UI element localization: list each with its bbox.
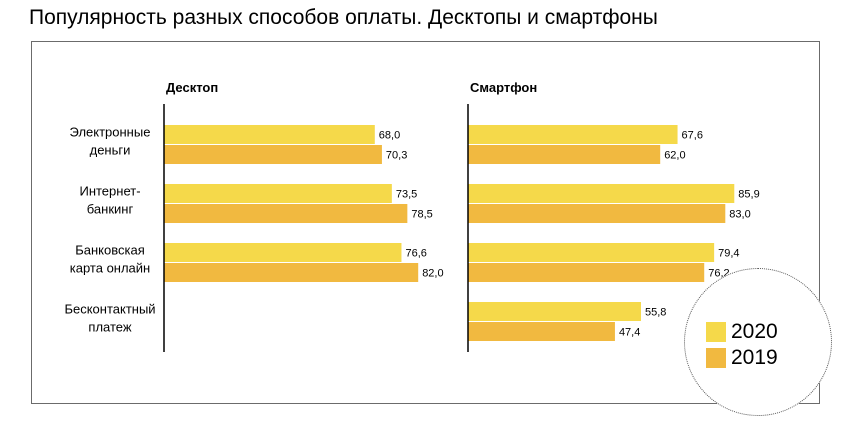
- panel-title-2: Смартфон: [470, 80, 537, 95]
- data-label-1-2020-2: 73,5: [396, 189, 417, 201]
- data-label-2-2019-1: 62,0: [664, 150, 685, 162]
- legend-item-2019: 2019: [706, 346, 778, 369]
- bar-1-2019-1: [164, 145, 382, 164]
- category-label-3: Банковская: [75, 243, 145, 258]
- bar-1-2020-1: [164, 125, 375, 144]
- page-title: Популярность разных способов оплаты. Дес…: [29, 6, 658, 29]
- bar-1-2020-3: [164, 243, 402, 262]
- data-label-1-2019-2: 78,5: [411, 209, 432, 221]
- bar-2-2020-3: [468, 243, 715, 262]
- bar-2-2019-2: [468, 204, 726, 223]
- category-label-4: платеж: [88, 320, 131, 335]
- data-label-2-2020-1: 67,6: [682, 130, 703, 142]
- legend-swatch-2019: [706, 348, 726, 368]
- legend-swatch-2020: [706, 322, 726, 342]
- data-label-2-2019-4: 47,4: [619, 327, 640, 339]
- category-label-2: банкинг: [87, 202, 134, 217]
- data-label-2-2020-3: 79,4: [718, 248, 739, 260]
- bar-2-2020-4: [468, 302, 641, 321]
- legend-label-2020: 2020: [731, 320, 778, 343]
- category-label-3: карта онлайн: [70, 261, 150, 276]
- legend-circle: [684, 268, 832, 416]
- bar-1-2020-2: [164, 184, 392, 203]
- legend-item-2020: 2020: [706, 320, 778, 343]
- data-label-1-2019-1: 70,3: [386, 150, 407, 162]
- data-label-1-2020-1: 68,0: [379, 130, 400, 142]
- panel-title-1: Десктоп: [166, 80, 218, 95]
- bar-1-2019-3: [164, 263, 419, 282]
- legend-label-2019: 2019: [731, 346, 778, 369]
- chart-frame: [31, 41, 820, 404]
- category-label-1: Электронные: [70, 125, 151, 140]
- bar-2-2019-1: [468, 145, 661, 164]
- category-label-1: деньги: [90, 143, 131, 158]
- data-label-1-2020-3: 76,6: [405, 248, 426, 260]
- bar-2-2019-4: [468, 322, 615, 341]
- bar-1-2019-2: [164, 204, 408, 223]
- data-label-1-2019-3: 82,0: [422, 268, 443, 280]
- data-label-2-2020-4: 55,8: [645, 307, 666, 319]
- category-label-2: Интернет-: [79, 184, 140, 199]
- category-label-4: Бесконтактный: [64, 302, 155, 317]
- data-label-2-2019-2: 83,0: [729, 209, 750, 221]
- bar-2-2019-3: [468, 263, 705, 282]
- data-label-2-2020-2: 85,9: [738, 189, 759, 201]
- bar-2-2020-2: [468, 184, 735, 203]
- bar-2-2020-1: [468, 125, 678, 144]
